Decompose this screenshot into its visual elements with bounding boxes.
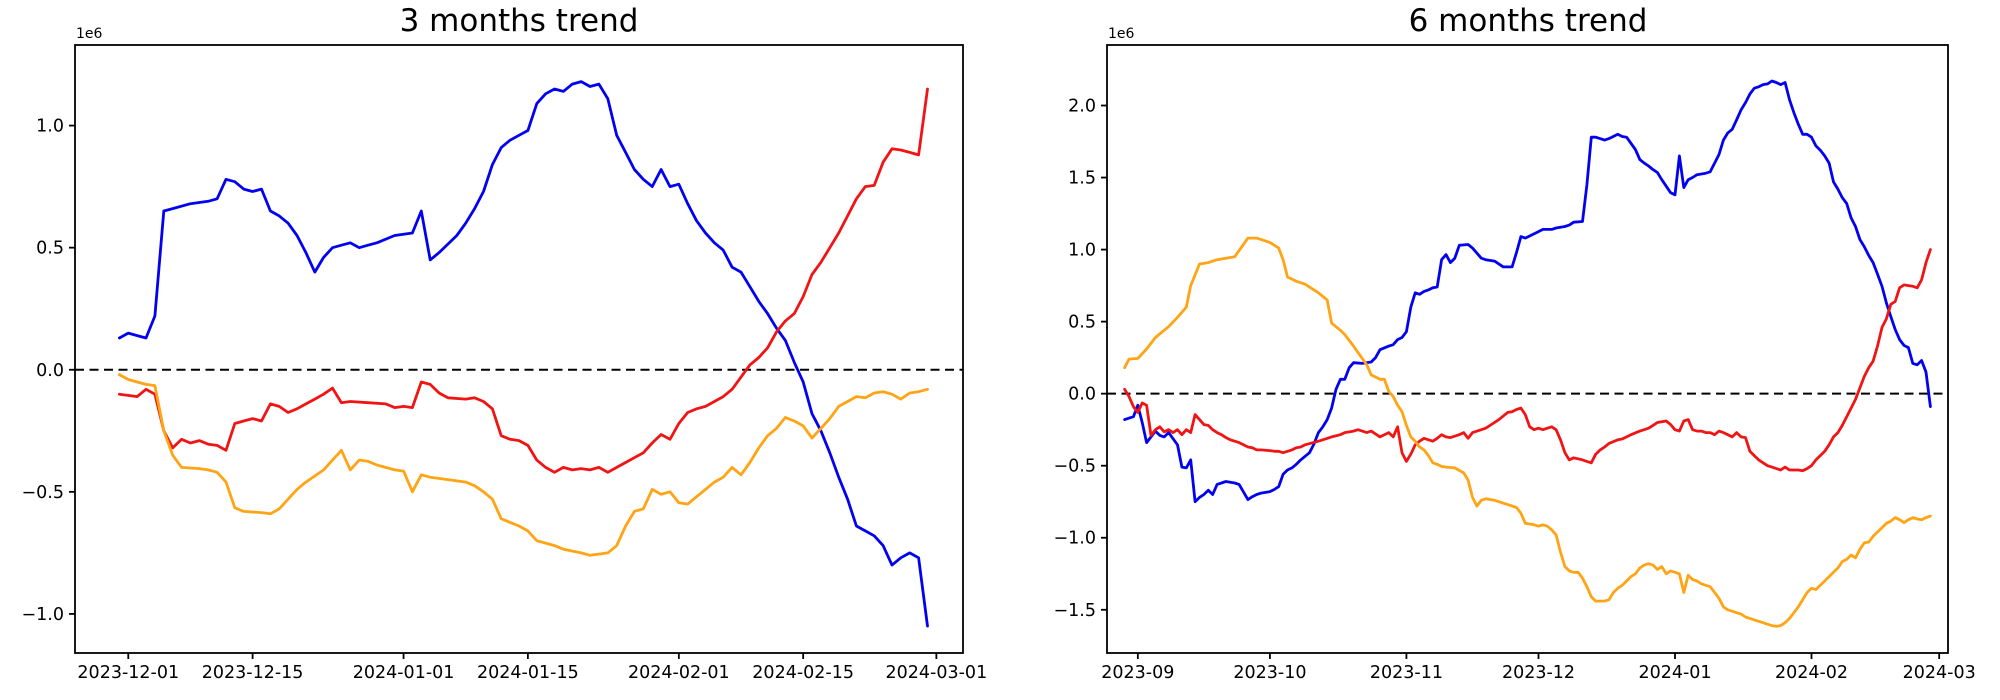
x-tick-label: 2024-03-01 bbox=[886, 663, 988, 683]
y-tick-label: 1.0 bbox=[36, 117, 64, 137]
x-tick-label: 2024-03 bbox=[1903, 663, 1976, 683]
y-tick-label: 2.0 bbox=[1068, 97, 1096, 117]
y-tick-label: 0.5 bbox=[1068, 313, 1096, 333]
x-tick-label: 2023-09 bbox=[1101, 663, 1174, 683]
x-tick-label: 2024-02-01 bbox=[628, 663, 730, 683]
x-tick-label: 2023-12 bbox=[1502, 663, 1575, 683]
y-axis-offset-label-left: 1e6 bbox=[76, 26, 103, 42]
y-tick-label: 0.0 bbox=[1068, 385, 1096, 405]
y-tick-label: 0.0 bbox=[36, 361, 64, 381]
x-tick-label: 2024-01 bbox=[1638, 663, 1711, 683]
y-tick-label: 1.5 bbox=[1068, 169, 1096, 189]
series-group bbox=[118, 80, 929, 628]
y-tick-label: 0.5 bbox=[36, 239, 64, 259]
chart-title-3-months: 3 months trend bbox=[399, 3, 639, 39]
x-tick-label: 2023-11 bbox=[1370, 663, 1443, 683]
series-blue-line bbox=[118, 80, 929, 628]
series-blue-line bbox=[1123, 79, 1932, 504]
x-tick-label: 2023-10 bbox=[1233, 663, 1306, 683]
x-axis: 2023-09 2023-10 2023-11 2023-12 2024-01 2024-… bbox=[1101, 653, 1976, 683]
x-tick-label: 2023-12-15 bbox=[202, 663, 304, 683]
y-tick-label: 1.0 bbox=[1068, 241, 1096, 261]
y-axis: 2.0 1.5 1.0 0.5 0.0 −0.5 −1.0 −1.5 bbox=[1054, 97, 1107, 621]
x-tick-label: 2024-01-15 bbox=[477, 663, 579, 683]
series-red-line bbox=[118, 87, 929, 474]
series-red-line bbox=[1123, 248, 1932, 473]
x-tick-label: 2024-01-01 bbox=[353, 663, 455, 683]
y-axis: 1.0 0.5 0.0 −0.5 −1.0 bbox=[22, 117, 75, 625]
y-tick-label: −1.0 bbox=[1054, 529, 1097, 549]
x-tick-label: 2023-12-01 bbox=[77, 663, 179, 683]
y-tick-label: −1.0 bbox=[22, 605, 65, 625]
y-tick-label: −0.5 bbox=[1054, 457, 1097, 477]
series-orange-line bbox=[118, 373, 929, 557]
x-tick-label: 2024-02-15 bbox=[752, 663, 854, 683]
x-tick-label: 2024-02 bbox=[1775, 663, 1848, 683]
y-tick-label: −1.5 bbox=[1054, 601, 1097, 621]
plot-border bbox=[74, 44, 964, 654]
series-group bbox=[1123, 79, 1932, 628]
x-axis: 2023-12-01 2023-12-15 2024-01-01 2024-01-15… bbox=[77, 653, 987, 683]
series-orange-line bbox=[1123, 236, 1932, 628]
plot-border bbox=[1106, 44, 1949, 654]
chart-title-6-months: 6 months trend bbox=[1408, 3, 1648, 39]
y-tick-label: −0.5 bbox=[22, 483, 65, 503]
y-axis-offset-label-right: 1e6 bbox=[1108, 26, 1135, 42]
